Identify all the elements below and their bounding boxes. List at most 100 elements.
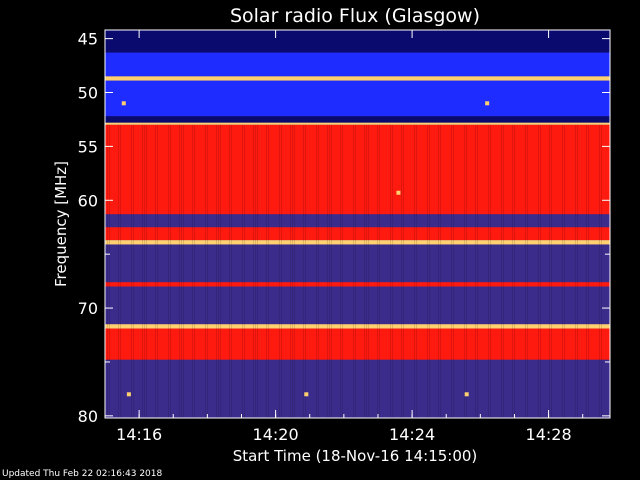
frequency-band [105,76,610,81]
texture-streak [131,124,132,418]
texture-streak [329,124,330,418]
x-axis-label: Start Time (18-Nov-16 14:15:00) [233,447,478,465]
texture-streak [575,124,576,418]
burst-point [121,101,126,106]
texture-streak [538,124,539,418]
texture-streak [327,124,328,418]
texture-streak [364,124,365,418]
texture-streak [564,124,565,418]
texture-streak [562,124,563,418]
texture-streak [401,124,402,418]
texture-streak [414,124,415,418]
texture-streak [255,124,256,418]
texture-streak [340,124,341,418]
texture-streak [268,124,269,418]
texture-streak [525,124,526,418]
texture-streak [451,124,452,418]
texture-streak [551,124,552,418]
texture-streak [179,124,180,418]
texture-streak [253,124,254,418]
texture-streak [353,124,354,418]
texture-streak [355,124,356,418]
frequency-band [105,80,610,117]
x-tick-label: 14:20 [253,425,299,444]
texture-streak [403,124,404,418]
frequency-band [105,52,610,77]
texture-streak [488,124,489,418]
texture-streak [318,124,319,418]
texture-streak [379,124,380,418]
texture-streak [429,124,430,418]
texture-streak [146,124,147,418]
texture-streak [170,124,171,418]
texture-streak [281,124,282,418]
y-axis-label: Frequency [MHz] [52,161,70,287]
texture-streak [599,124,600,418]
frequency-band [105,359,610,418]
texture-streak [586,124,587,418]
texture-streak [305,124,306,418]
texture-streak [144,124,145,418]
burst-point [396,190,401,195]
texture-streak [192,124,193,418]
texture-streak [390,124,391,418]
texture-streak [118,124,119,418]
texture-streak [549,124,550,418]
texture-streak [168,124,169,418]
frequency-band [105,214,610,228]
texture-streak [416,124,417,418]
texture-streak [527,124,528,418]
texture-streak [438,124,439,418]
frequency-band [105,124,610,215]
texture-streak [157,124,158,418]
burst-point [126,392,131,397]
texture-streak [242,124,243,418]
x-tick-label: 14:24 [389,425,435,444]
texture-streak [294,124,295,418]
texture-streak [427,124,428,418]
texture-streak [303,124,304,418]
texture-streak [366,124,367,418]
texture-streak [257,124,258,418]
x-tick-label: 14:28 [526,425,572,444]
texture-streak [220,124,221,418]
y-tick-label: 55 [78,137,98,156]
plot-frame [104,29,611,419]
texture-streak [392,124,393,418]
texture-streak [501,124,502,418]
texture-streak [205,124,206,418]
frequency-band [105,286,610,325]
frequency-band [105,244,610,283]
texture-streak [279,124,280,418]
y-tick-label: 80 [78,407,98,426]
texture-streak [512,124,513,418]
texture-streak [475,124,476,418]
texture-streak [155,124,156,418]
texture-streak [464,124,465,418]
texture-streak [577,124,578,418]
texture-streak [109,124,110,418]
texture-streak [183,124,184,418]
texture-streak [216,124,217,418]
texture-streak [601,124,602,418]
texture-streak [142,124,143,418]
texture-streak [266,124,267,418]
frequency-band [105,30,610,53]
texture-streak [107,124,108,418]
frequency-band [105,328,610,360]
y-tick-label: 45 [78,30,98,49]
texture-streak [133,124,134,418]
chart-title: Solar radio Flux (Glasgow) [230,5,480,27]
texture-streak [453,124,454,418]
texture-streak [120,124,121,418]
texture-streak [218,124,219,418]
texture-streak [503,124,504,418]
y-axis: 45 50 55 60 70 80 [78,30,610,426]
texture-streak [229,124,230,418]
texture-streak [368,124,369,418]
burst-point [464,392,469,397]
texture-streak [514,124,515,418]
texture-streak [207,124,208,418]
texture-streak [194,124,195,418]
